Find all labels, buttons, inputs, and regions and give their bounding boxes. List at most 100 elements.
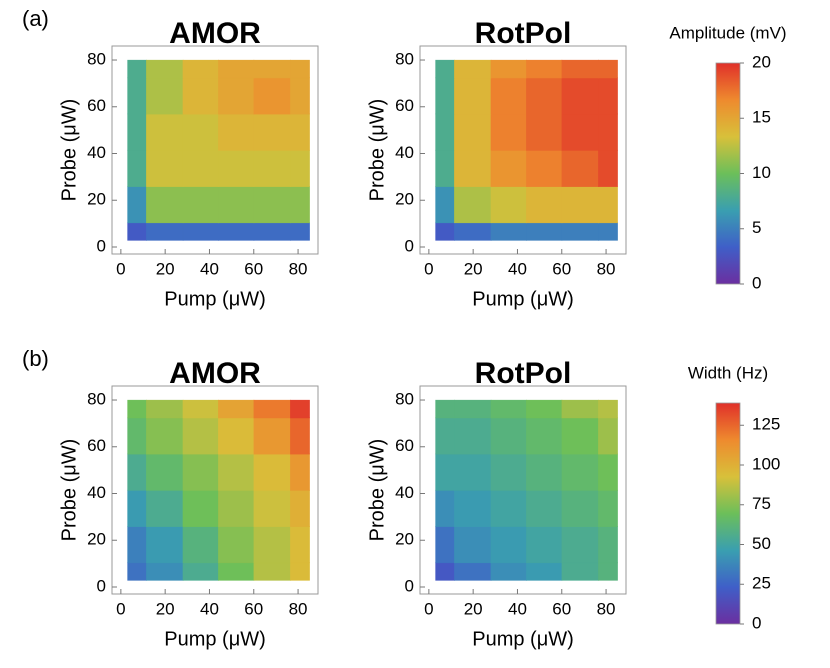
heat-cell: [146, 222, 184, 241]
heat-cell: [561, 77, 599, 115]
heat-cell: [127, 77, 147, 115]
plot-frame: [419, 45, 627, 255]
heat-cell: [598, 453, 618, 491]
heat-cell: [490, 526, 527, 564]
y-tick-label: 60: [395, 436, 414, 455]
heat-cell: [454, 417, 492, 455]
heat-cell: [146, 186, 184, 224]
y-tick-label: 0: [97, 236, 106, 255]
y-tick-label: 60: [87, 436, 106, 455]
x-axis-label: Pump (μW): [472, 288, 574, 310]
heat-cell: [290, 526, 310, 564]
heat-cell: [182, 453, 219, 491]
x-tick-label: 0: [116, 259, 125, 278]
colorbar-tick-label: 15: [752, 108, 771, 127]
heat-cell: [253, 489, 291, 527]
heat-cell: [561, 399, 599, 419]
heat-cell: [490, 113, 527, 151]
heat-cell: [290, 59, 310, 79]
heat-cell: [218, 489, 255, 527]
x-axis-label: Pump (μW): [164, 628, 266, 650]
x-tick-label: 20: [156, 599, 175, 618]
heat-cell: [146, 77, 184, 115]
heat-cell: [146, 417, 184, 455]
heat-cell: [526, 489, 563, 527]
heat-cell: [490, 562, 527, 581]
heat-cell: [561, 417, 599, 455]
y-tick-label: 40: [395, 143, 414, 162]
x-tick-label: 60: [552, 599, 571, 618]
heat-cell: [435, 489, 455, 527]
heat-cell: [435, 77, 455, 115]
heat-cell: [561, 113, 599, 151]
heat-cell: [435, 59, 455, 79]
heat-cell: [526, 526, 563, 564]
heat-cell: [490, 222, 527, 241]
heat-cell: [182, 526, 219, 564]
colorbar-title: Amplitude (mV): [669, 23, 786, 42]
heat-cell: [598, 59, 618, 79]
x-tick-label: 0: [424, 259, 433, 278]
heat-cell: [253, 113, 291, 151]
heat-cell: [218, 399, 255, 419]
heat-cell: [253, 453, 291, 491]
heat-cell: [435, 113, 455, 151]
heat-cell: [146, 562, 184, 581]
y-tick-label: 40: [87, 483, 106, 502]
plot-title: RotPol: [475, 17, 572, 50]
heat-cell: [146, 453, 184, 491]
heat-cell: [526, 222, 563, 241]
heat-cell: [127, 59, 147, 79]
heat-cell: [218, 562, 255, 581]
heat-cell: [598, 186, 618, 224]
heat-cell: [454, 399, 492, 419]
heat-cell: [218, 113, 255, 151]
heat-cell: [526, 77, 563, 115]
heat-cell: [561, 59, 599, 79]
heat-cell: [146, 59, 184, 79]
heat-cell: [598, 526, 618, 564]
heat-cell: [435, 562, 455, 581]
heat-cell: [290, 417, 310, 455]
heat-cell: [561, 222, 599, 241]
heat-cell: [526, 149, 563, 187]
x-tick-label: 40: [508, 599, 527, 618]
y-axis-label: Probe (μW): [58, 439, 80, 542]
heat-cell: [290, 113, 310, 151]
heat-cell: [182, 59, 219, 79]
heat-cell: [598, 113, 618, 151]
heat-cell: [290, 453, 310, 491]
colorbar-tick-label: 0: [752, 273, 761, 292]
heat-cell: [290, 489, 310, 527]
y-tick-label: 60: [395, 96, 414, 115]
y-axis-label: Probe (μW): [366, 99, 388, 202]
heat-cell: [182, 113, 219, 151]
heat-cell: [526, 113, 563, 151]
heat-cell: [454, 489, 492, 527]
heat-cell: [526, 453, 563, 491]
plot-title: AMOR: [169, 357, 261, 390]
heat-cell: [218, 77, 255, 115]
heat-cell: [526, 186, 563, 224]
heat-cell: [127, 113, 147, 151]
heat-cell: [435, 453, 455, 491]
x-tick-label: 20: [464, 599, 483, 618]
x-tick-label: 80: [289, 259, 308, 278]
heat-cell: [490, 417, 527, 455]
heat-cell: [561, 453, 599, 491]
heat-cell: [290, 149, 310, 187]
heat-cell: [598, 77, 618, 115]
heat-cell: [253, 77, 291, 115]
colorbar-tick-label: 75: [752, 494, 771, 513]
heat-cell: [435, 222, 455, 241]
heat-cell: [454, 526, 492, 564]
y-tick-label: 80: [87, 50, 106, 69]
heat-cell: [598, 399, 618, 419]
y-tick-label: 20: [395, 190, 414, 209]
heat-cell: [253, 222, 291, 241]
heat-cell: [290, 222, 310, 241]
plot-title: RotPol: [475, 357, 572, 390]
heat-cell: [182, 489, 219, 527]
x-tick-label: 60: [244, 259, 263, 278]
heat-cell: [127, 562, 147, 581]
